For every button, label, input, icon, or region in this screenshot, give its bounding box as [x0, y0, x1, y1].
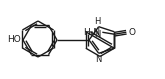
Text: HO: HO [7, 35, 21, 44]
Text: N: N [96, 55, 102, 64]
Text: O: O [128, 28, 135, 37]
Text: H: H [95, 17, 101, 26]
Text: N: N [95, 30, 101, 39]
Text: H₂N: H₂N [83, 28, 100, 37]
